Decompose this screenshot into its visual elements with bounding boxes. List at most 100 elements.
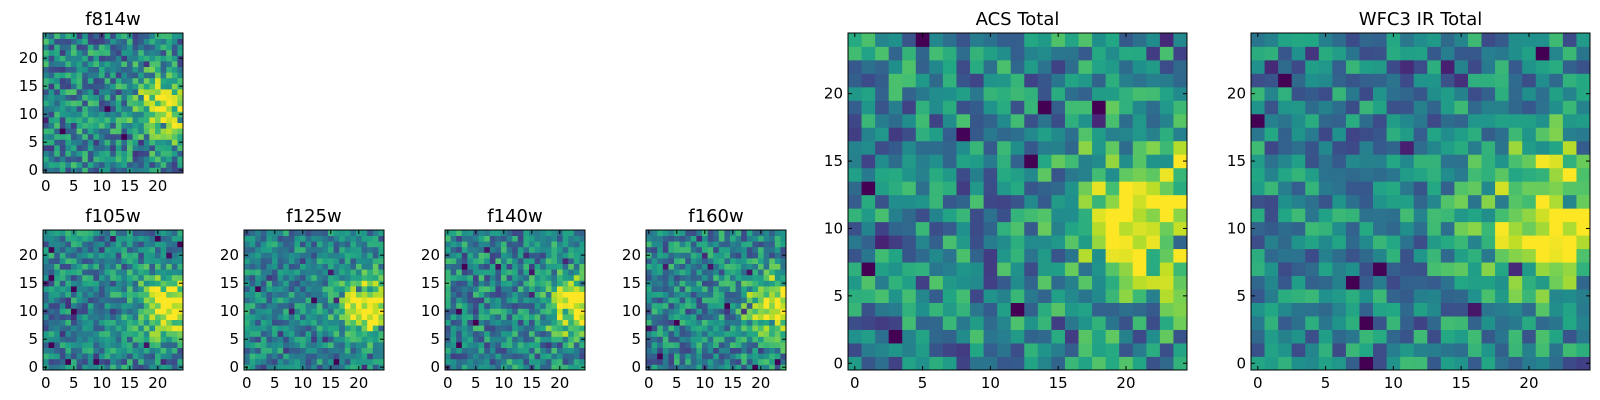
- heatmap-cell: [110, 72, 117, 79]
- heatmap-cell: [339, 364, 346, 371]
- heatmap-cell: [1413, 127, 1428, 142]
- heatmap-cell: [54, 364, 61, 371]
- heatmap-cell: [1345, 289, 1360, 303]
- heatmap-cell: [696, 302, 703, 309]
- heatmap-cell: [372, 286, 379, 292]
- heatmap-cell: [512, 358, 519, 365]
- heatmap-cell: [545, 358, 552, 365]
- heatmap-cell: [461, 330, 468, 337]
- heatmap-cell: [769, 308, 776, 315]
- heatmap-cell: [1146, 127, 1161, 142]
- heatmap-cell: [763, 325, 770, 332]
- heatmap-cell: [110, 325, 117, 332]
- heatmap-cell: [506, 314, 513, 320]
- heatmap-cell: [93, 286, 100, 292]
- heatmap-cell: [456, 280, 463, 287]
- heatmap-cell: [115, 269, 122, 276]
- heatmap-cell: [177, 61, 184, 67]
- heatmap-cell: [322, 230, 329, 236]
- heatmap-cell: [87, 241, 94, 248]
- heatmap-cell: [1467, 59, 1482, 74]
- heatmap-cell: [283, 358, 290, 365]
- heatmap-cell: [551, 252, 558, 259]
- heatmap-cell: [59, 66, 66, 73]
- heatmap-cell: [143, 230, 150, 236]
- heatmap-cell: [763, 230, 770, 236]
- heatmap-cell: [780, 258, 787, 264]
- heatmap-cell: [568, 274, 575, 281]
- heatmap-cell: [48, 274, 55, 281]
- heatmap-cell: [1318, 113, 1333, 128]
- y-tick-label: 20: [19, 246, 38, 264]
- heatmap-cell: [305, 314, 312, 320]
- heatmap-cell: [160, 241, 167, 248]
- heatmap-cell: [1508, 113, 1523, 128]
- heatmap-cell: [143, 128, 150, 135]
- heatmap-cell: [512, 308, 519, 315]
- heatmap-cell: [249, 302, 256, 309]
- heatmap-cell: [283, 230, 290, 236]
- heatmap-cell: [1481, 140, 1496, 155]
- heatmap-cell: [272, 347, 278, 354]
- heatmap-cell: [288, 258, 295, 264]
- heatmap-cell: [160, 246, 167, 253]
- heatmap-cell: [1037, 302, 1052, 317]
- heatmap-cell: [367, 364, 374, 371]
- heatmap-cell: [43, 353, 49, 360]
- heatmap-cell: [48, 44, 55, 51]
- heatmap-cell: [534, 297, 541, 304]
- heatmap-cell: [1400, 316, 1415, 330]
- heatmap-cell: [121, 150, 128, 157]
- heatmap-cell: [875, 302, 890, 317]
- heatmap-cell: [875, 275, 890, 290]
- heatmap-cell: [473, 291, 479, 298]
- heatmap-cell: [1318, 140, 1333, 155]
- heatmap-cell: [99, 336, 105, 343]
- heatmap-cell: [87, 55, 94, 62]
- heatmap-cell: [1010, 248, 1025, 263]
- heatmap-cell: [888, 329, 903, 344]
- heatmap-cell: [741, 252, 748, 259]
- heatmap-cell: [774, 336, 781, 343]
- heatmap-cell: [350, 347, 357, 354]
- heatmap-cell: [888, 208, 903, 223]
- heatmap-cell: [1535, 127, 1550, 142]
- heatmap-cell: [1345, 221, 1360, 236]
- heatmap-cell: [1427, 73, 1442, 88]
- heatmap-cell: [132, 111, 139, 118]
- heatmap-cell: [43, 77, 49, 84]
- heatmap-cell: [1562, 33, 1577, 47]
- heatmap-cell: [1467, 248, 1482, 263]
- heatmap-cell: [456, 319, 463, 326]
- heatmap-cell: [534, 258, 541, 264]
- heatmap-cell: [54, 280, 61, 287]
- heatmap-cell: [160, 258, 167, 264]
- heatmap-cell: [48, 133, 55, 140]
- heatmap-cell: [495, 358, 502, 365]
- heatmap-cell: [54, 105, 61, 112]
- heatmap-cell: [668, 308, 675, 315]
- heatmap-cell: [763, 358, 770, 365]
- heatmap-cell: [160, 38, 167, 45]
- heatmap-cell: [674, 241, 680, 248]
- heatmap-cell: [288, 364, 295, 371]
- heatmap-cell: [651, 286, 658, 292]
- heatmap-cell: [104, 156, 111, 163]
- heatmap-cell: [685, 252, 692, 259]
- heatmap-cell: [54, 286, 61, 292]
- heatmap-cell: [956, 194, 971, 209]
- heatmap-cell: [155, 252, 161, 259]
- heatmap-cell: [166, 353, 173, 360]
- heatmap-cell: [1413, 181, 1428, 196]
- heatmap-cell: [138, 133, 145, 140]
- heatmap-cell: [1132, 275, 1147, 290]
- heatmap-cell: [1159, 316, 1174, 330]
- heatmap-cell: [718, 252, 725, 259]
- heatmap-cell: [82, 83, 89, 90]
- heatmap-cell: [65, 308, 72, 315]
- heatmap-cell: [1318, 329, 1333, 344]
- heatmap-cell: [1576, 248, 1591, 263]
- heatmap-cell: [249, 342, 256, 348]
- heatmap-cell: [249, 274, 256, 281]
